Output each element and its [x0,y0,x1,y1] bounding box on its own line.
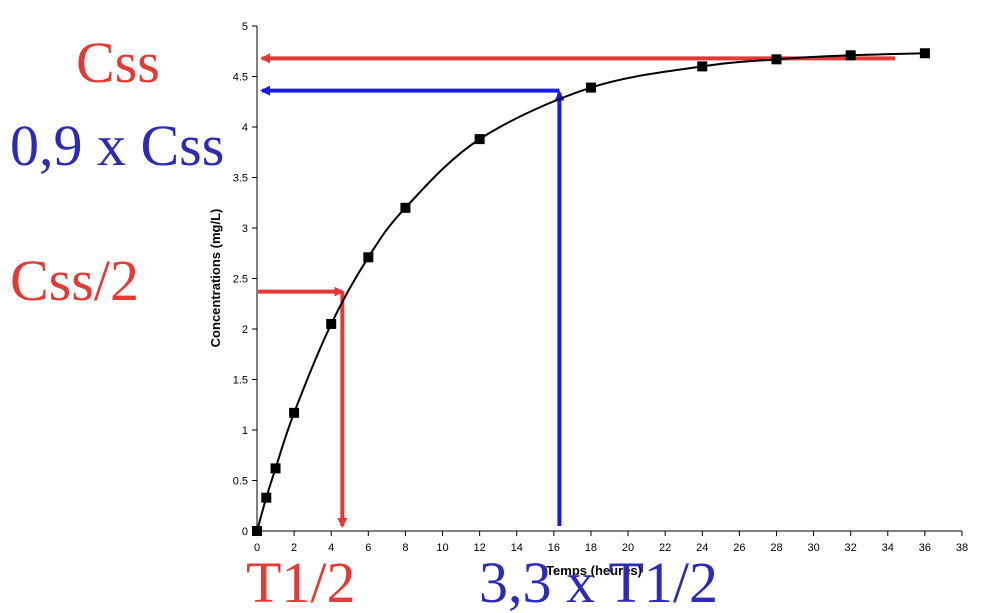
x-tick-label: 16 [548,542,560,554]
x-tick-label: 14 [511,542,523,554]
data-point [845,50,856,61]
data-point [326,318,337,329]
y-tick-label: 2 [242,324,248,336]
data-point [270,463,281,474]
annotation-arrows [258,53,895,528]
x-tick-label: 24 [696,542,708,554]
data-point [400,202,411,213]
x-tick-label: 22 [659,542,671,554]
x-tick-label: 12 [474,542,486,554]
annotation-labels: Css 0,9 x Css Css/2 T1/2 3,3 x T1/2 [10,30,718,613]
x-tick-label: 0 [254,542,260,554]
css-label: Css [76,30,160,95]
data-point [771,54,782,65]
data-point [252,526,262,536]
x-ticks: 0 2 4 6 8 10 12 14 16 18 20 22 24 26 28 30 32 34 36 38 [254,531,968,554]
x-tick-label: 36 [919,542,931,554]
x-tick-label: 30 [807,542,819,554]
axes: 0 2 4 6 8 10 12 14 16 18 20 22 24 26 28 30 32 34 36 38 00.5… [208,21,968,578]
series-markers [252,48,930,536]
t-half-label: T1/2 [246,550,356,613]
series-curve [256,52,925,532]
data-point [474,134,485,145]
data-point [585,82,596,93]
x-axis-title: Temps (heures) [546,563,642,578]
x-tick-label: 18 [585,542,597,554]
css-half-label: Css/2 [10,248,139,313]
y-tick-label: 4 [242,122,248,134]
y-tick-label: 3.5 [233,173,248,185]
x-tick-label: 20 [622,542,634,554]
data-point [697,61,708,72]
data-point [261,492,272,503]
css90-label: 0,9 x Css [10,113,224,178]
y-tick-label: 0 [242,526,248,538]
x-tick-label: 10 [436,542,448,554]
y-tick-label: 0.5 [233,476,248,488]
x-tick-label: 28 [770,542,782,554]
x-tick-label: 8 [402,542,408,554]
y-tick-label: 3 [242,223,248,235]
y-tick-label: 2.5 [233,274,248,286]
y-tick-label: 1.5 [233,375,248,387]
t90-label: 3,3 x T1/2 [479,550,718,613]
y-tick-label: 5 [242,21,248,33]
y-tick-label: 4.5 [233,72,248,84]
x-tick-label: 38 [956,542,968,554]
y-tick-label: 1 [242,425,248,437]
x-tick-label: 6 [365,542,371,554]
y-axis-title: Concentrations (mg/L) [208,209,223,348]
y-ticks: 0 0.5 1 1.5 2 2.5 3 3.5 4 4.5 5 [233,21,257,538]
x-tick-label: 4 [328,542,334,554]
data-point [363,252,374,263]
x-tick-label: 32 [845,542,857,554]
data-point [289,407,300,418]
data-point [919,48,930,59]
x-tick-label: 26 [733,542,745,554]
x-tick-label: 2 [291,542,297,554]
x-tick-label: 34 [882,542,894,554]
